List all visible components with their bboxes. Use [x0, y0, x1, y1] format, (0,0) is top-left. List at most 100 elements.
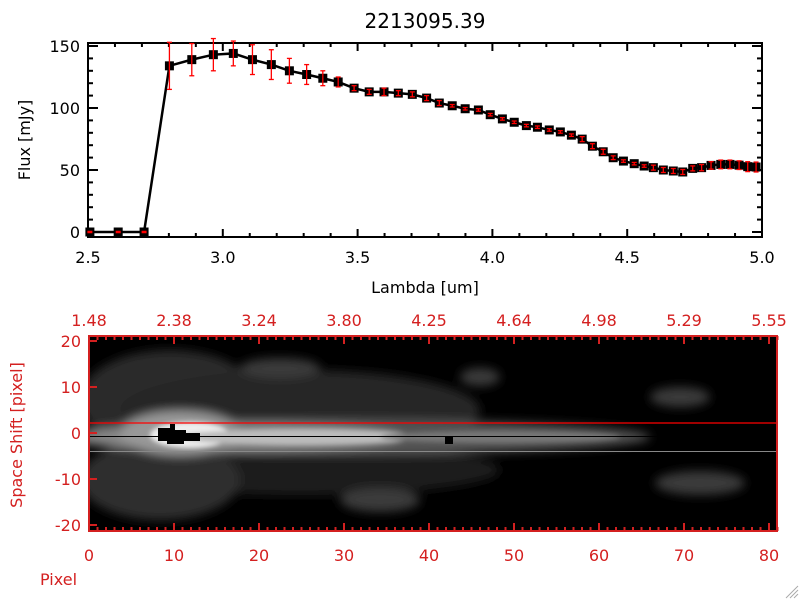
error-bar: [708, 161, 714, 170]
error-bar: [141, 230, 147, 234]
y-tick-label: 150: [49, 37, 80, 56]
error-bar: [462, 106, 468, 111]
y-tick-label: 100: [49, 99, 80, 118]
x-tick-label: 10: [164, 546, 184, 565]
spectrum-axes: 2.5 3.0 3.5 4.0 4.5 5.0 0 50 100 150: [49, 37, 774, 267]
x-tick-label: 4.5: [614, 248, 639, 267]
error-bar: [499, 117, 505, 121]
spectrum-points: [85, 37, 761, 237]
error-bar: [650, 164, 656, 171]
error-bar: [736, 160, 742, 171]
error-bar: [670, 167, 676, 175]
top-wavelength-label: 3.80: [326, 311, 362, 330]
error-bar: [699, 163, 705, 172]
error-bar: [534, 125, 540, 130]
error-bar: [366, 88, 372, 96]
resize-grip-icon[interactable]: [785, 585, 799, 599]
x-tick-label: 3.5: [345, 248, 370, 267]
error-bar: [166, 41, 172, 91]
error-bar: [487, 112, 493, 117]
y-tick-label: -20: [55, 516, 81, 535]
x-tick-label: 30: [334, 546, 354, 565]
error-bar: [568, 133, 574, 138]
x-axis-label: Lambda [um]: [371, 278, 479, 297]
x-tick-label: 20: [249, 546, 269, 565]
top-wavelength-label: 4.64: [496, 311, 532, 330]
error-bar: [436, 99, 442, 107]
error-bar: [320, 70, 326, 87]
x-tick-label: 70: [674, 546, 694, 565]
error-bar: [87, 230, 93, 234]
error-bar: [690, 165, 696, 172]
y-tick-label: 50: [60, 161, 80, 180]
error-bar: [557, 130, 563, 134]
error-bar: [589, 143, 595, 150]
error-bar: [268, 49, 274, 81]
spectral-image: [89, 350, 777, 520]
error-bar: [660, 166, 666, 174]
error-bar: [610, 155, 616, 161]
error-bar: [286, 57, 292, 84]
x-tick-label: 4.0: [480, 248, 505, 267]
y-tick-label: -10: [55, 470, 81, 489]
x-tick-label: 40: [419, 546, 439, 565]
error-bar: [631, 161, 637, 166]
image-axes: 0 1.48 10 2.38 20 3.24 30 3.80 40 4.25 50 4.64 60 4.9…: [55, 311, 787, 565]
error-bar: [449, 103, 455, 108]
error-bar: [115, 230, 121, 234]
x-tick-label: 50: [504, 546, 524, 565]
top-wavelength-label: 5.29: [666, 311, 702, 330]
y-tick-label: 20: [61, 332, 81, 351]
error-bar: [727, 159, 733, 170]
error-bar: [335, 76, 341, 88]
x-tick-label: 0: [84, 546, 94, 565]
spectrum-panel: 2213095.39 2.5 3.0 3.5 4.0 4.5 5.0 0 50 100 150 L…: [15, 9, 775, 297]
top-wavelength-label: 2.38: [156, 311, 192, 330]
chart-title: 2213095.39: [365, 9, 486, 33]
y-tick-label: 0: [71, 424, 81, 443]
x-tick-label: 2.5: [75, 248, 100, 267]
error-bar: [745, 161, 751, 173]
spectrum-polyline: [89, 52, 757, 234]
y-tick-label: 10: [61, 378, 81, 397]
top-wavelength-label: 4.25: [411, 311, 447, 330]
spectrum-line: [89, 52, 757, 234]
error-bar: [210, 37, 216, 72]
error-bar: [381, 87, 387, 97]
error-bar: [718, 159, 724, 170]
saturated-region: [158, 424, 200, 444]
error-bar: [620, 159, 626, 163]
error-bar: [579, 135, 585, 143]
y-axis-label: Flux [mJy]: [15, 100, 34, 181]
error-bar: [189, 42, 195, 77]
x-tick-label: 80: [759, 546, 779, 565]
error-bar: [304, 63, 310, 86]
error-bar: [641, 164, 647, 168]
bad-pixel: [445, 436, 453, 444]
error-bar: [753, 161, 759, 173]
y-tick-label: 0: [70, 223, 80, 242]
error-bar: [680, 168, 686, 176]
x-tick-label: 5.0: [749, 248, 774, 267]
spectral-image-panel: 0 1.48 10 2.38 20 3.24 30 3.80 40 4.25 50 4.64 60 4.9…: [7, 311, 787, 589]
error-bar: [409, 91, 415, 98]
error-bar: [230, 40, 236, 67]
top-wavelength-label: 5.55: [751, 311, 787, 330]
x-axis-label-pixel: Pixel: [40, 570, 77, 589]
error-bar: [511, 120, 517, 125]
error-bar: [249, 44, 255, 76]
error-bar: [523, 123, 529, 128]
error-bar: [600, 148, 606, 155]
top-wavelength-label: 1.48: [71, 311, 107, 330]
top-wavelength-label: 3.24: [241, 311, 277, 330]
error-bar: [475, 108, 481, 112]
error-bar: [546, 128, 552, 132]
spectrum-plot-frame: [87, 42, 763, 238]
x-tick-label: 60: [589, 546, 609, 565]
error-bar: [395, 89, 401, 97]
y-axis-label-space-shift: Space Shift [pixel]: [7, 362, 26, 508]
error-bar: [424, 94, 430, 102]
error-bar: [351, 85, 357, 92]
x-tick-label: 3.0: [210, 248, 235, 267]
